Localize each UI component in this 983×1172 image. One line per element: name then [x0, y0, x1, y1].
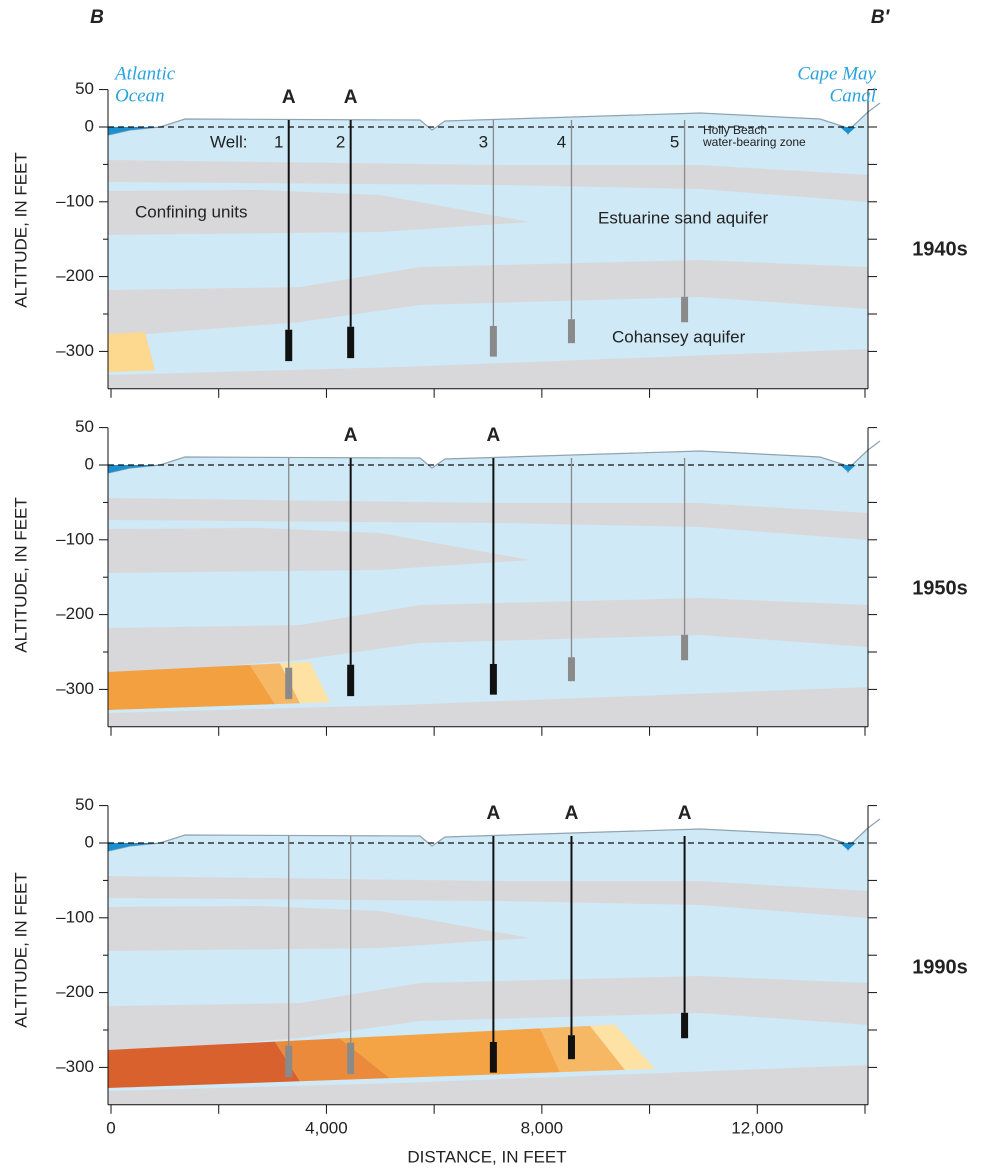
well-number: 1 [274, 132, 283, 151]
section-label: B′ [871, 7, 891, 28]
well-screen [489, 325, 497, 357]
annotation: water-bearing zone [702, 135, 806, 149]
confining-unit [108, 876, 868, 918]
annotation: Estuarine sand aquifer [598, 208, 768, 227]
well-screen [489, 663, 497, 695]
confining-unit [108, 349, 868, 389]
y-tick-label: –300 [56, 341, 94, 360]
annotation: Canal [830, 85, 876, 106]
slope [867, 102, 881, 113]
y-tick-label: –100 [56, 191, 94, 210]
y-tick-label: –100 [56, 529, 94, 548]
confining-unit [108, 190, 530, 235]
saltwater-zone [340, 1028, 560, 1079]
confining-unit [108, 528, 530, 573]
saltwater-zone [275, 1038, 390, 1082]
y-tick-label: 0 [85, 832, 94, 851]
decade-label: 1990s [912, 956, 968, 978]
canal [840, 465, 856, 472]
well-number: 4 [557, 132, 566, 151]
confining-unit [108, 687, 868, 727]
ocean [108, 843, 160, 851]
panel: 50 0 –100 –200 –300 A 1 A 2 3 4 5 Well: Holly Beachwa… [56, 63, 881, 398]
panel: 50 0 –100 –200 –300 A A [56, 417, 881, 736]
affected-label: A [487, 803, 501, 824]
well-number: 5 [670, 132, 679, 151]
x-tick-label: 8,000 [521, 1118, 564, 1137]
well-screen [489, 1041, 497, 1073]
well-number: 2 [336, 132, 345, 151]
affected-label: A [344, 87, 358, 108]
y-tick-label: –300 [56, 679, 94, 698]
x-axis-title: DISTANCE, IN FEET [407, 1147, 566, 1166]
annotation: Atlantic [113, 63, 176, 84]
well-screen [285, 1045, 293, 1078]
confining-unit [108, 160, 868, 202]
well-screen [285, 667, 293, 700]
canal [840, 843, 856, 850]
well-screen [681, 634, 689, 661]
y-tick-label: 0 [85, 116, 94, 135]
y-axis-title: ALTITUDE, IN FEET [11, 152, 30, 308]
annotation: Holly Beach [703, 123, 767, 137]
aquifer [108, 112, 868, 389]
confining-unit [108, 976, 868, 1053]
annotation: Well: [210, 132, 247, 151]
saltwater-zone [280, 661, 330, 704]
well-screen [347, 664, 355, 697]
y-tick-label: 0 [85, 454, 94, 473]
affected-label: A [282, 87, 296, 108]
well-screen [681, 296, 689, 323]
annotation: Ocean [115, 85, 165, 106]
well-screen [681, 1012, 689, 1039]
ocean [108, 127, 160, 135]
y-tick-label: 50 [75, 417, 94, 436]
confining-unit [108, 598, 868, 675]
saltwater-zone [590, 1024, 655, 1070]
annotation: Cohansey aquifer [612, 327, 746, 346]
well-screen [567, 657, 575, 682]
confining-unit [108, 906, 530, 951]
slope [867, 440, 881, 451]
affected-label: A [344, 425, 358, 446]
well-screen [347, 1042, 355, 1075]
well-screen [567, 319, 575, 344]
affected-label: A [487, 425, 501, 446]
annotation: Confining units [135, 202, 247, 221]
panel: 50 0 –100 –200 –300 0 4,000 8,000 12,000 A A A [56, 795, 881, 1137]
annotation: Cape May [797, 63, 876, 84]
well-number: 3 [479, 132, 488, 151]
decade-label: 1940s [912, 238, 968, 260]
decade-label: 1950s [912, 577, 968, 599]
y-tick-label: –300 [56, 1057, 94, 1076]
affected-label: A [565, 803, 579, 824]
section-label: B [90, 7, 104, 28]
saltwater-zone [108, 664, 275, 710]
well-screen [285, 329, 293, 362]
y-tick-label: 50 [75, 795, 94, 814]
y-tick-label: –200 [56, 604, 94, 623]
y-tick-label: –200 [56, 266, 94, 285]
x-tick-label: 12,000 [731, 1118, 783, 1137]
y-axis-title: ALTITUDE, IN FEET [11, 497, 30, 653]
well-screen [567, 1035, 575, 1060]
well-screen [347, 326, 355, 359]
y-tick-label: –200 [56, 982, 94, 1001]
y-tick-label: 50 [75, 79, 94, 98]
x-tick-label: 0 [106, 1118, 115, 1137]
ocean [108, 465, 160, 473]
y-tick-label: –100 [56, 907, 94, 926]
saltwater-zone [540, 1025, 625, 1073]
saltwater-zone [108, 1041, 300, 1088]
confining-unit [108, 260, 868, 337]
saltwater-zone [108, 332, 155, 372]
affected-label: A [678, 803, 692, 824]
canal [840, 127, 856, 134]
y-axis-title: ALTITUDE, IN FEET [11, 872, 30, 1028]
confining-unit [108, 498, 868, 540]
x-tick-label: 4,000 [305, 1118, 348, 1137]
slope [867, 818, 881, 829]
confining-unit [108, 1065, 868, 1105]
